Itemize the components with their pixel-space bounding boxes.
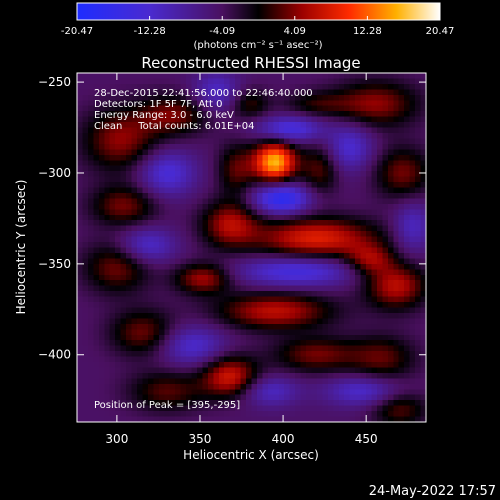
heatmap-raster — [77, 73, 426, 422]
colorbar-gradient — [76, 2, 441, 21]
colorbar-units: (photons cm⁻² s⁻¹ asec⁻²) — [193, 40, 322, 51]
annotation-line: Detectors: 1F 5F 7F, Att 0 — [94, 99, 222, 110]
colorbar: -20.47 -12.28 -4.09 4.09 12.28 20.47 (photons… — [61, 2, 454, 51]
peak-position-label: Position of Peak = [395,-295] — [94, 400, 240, 411]
y-tick-label: −300 — [38, 166, 71, 180]
colorbar-tick-label: 12.28 — [353, 26, 382, 37]
chart-title: Reconstructed RHESSI Image — [141, 54, 360, 72]
colorbar-tick-label: -20.47 — [61, 26, 93, 37]
timestamp: 24-May-2022 17:57 — [369, 484, 496, 499]
annotation-line: Energy Range: 3.0 - 6.0 keV — [94, 110, 234, 121]
x-axis: 300 350 400 450 — [105, 73, 378, 446]
y-tick-label: −250 — [38, 75, 71, 89]
y-tick-label: −400 — [38, 348, 71, 362]
colorbar-tick-label: 20.47 — [426, 26, 455, 37]
annotation-block: 28-Dec-2015 22:41:56.000 to 22:46:40.000… — [94, 88, 313, 132]
annotation-line: 28-Dec-2015 22:41:56.000 to 22:46:40.000 — [94, 88, 313, 99]
heatmap-image — [77, 73, 426, 422]
colorbar-tick-label: -4.09 — [209, 26, 235, 37]
y-axis: −250 −300 −350 −400 — [38, 75, 426, 362]
colorbar-tick-label: 4.09 — [284, 26, 306, 37]
y-tick-label: −350 — [38, 257, 71, 271]
colorbar-ticks: -20.47 -12.28 -4.09 4.09 12.28 20.47 — [61, 16, 454, 37]
x-tick-label: 450 — [355, 432, 378, 446]
plot-frame — [76, 72, 427, 423]
annotation-line: Clean Total counts: 6.01E+04 — [94, 121, 254, 132]
y-axis-label: Heliocentric Y (arcsec) — [14, 180, 28, 315]
colorbar-tick-label: -12.28 — [133, 26, 165, 37]
x-tick-label: 350 — [189, 432, 212, 446]
x-tick-label: 300 — [105, 432, 128, 446]
x-tick-label: 400 — [272, 432, 295, 446]
x-axis-label: Heliocentric X (arcsec) — [183, 448, 319, 462]
